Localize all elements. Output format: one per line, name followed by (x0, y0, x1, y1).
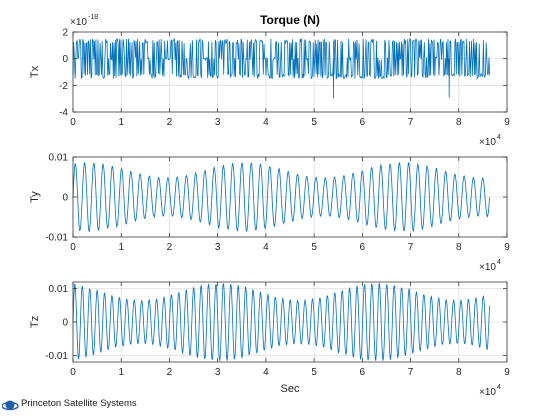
y-tick-label: 2 (62, 28, 68, 39)
x-tick-label: 1 (118, 367, 124, 378)
planet-orbit-icon (2, 400, 19, 411)
x-multiplier-base: ×10 (479, 262, 496, 273)
x-tick-label: 3 (215, 242, 221, 253)
x-tick-label: 8 (456, 242, 462, 253)
x-tick-label: 5 (311, 117, 317, 128)
series-line-tx (72, 37, 491, 99)
x-tick-label: 7 (408, 367, 414, 378)
x-tick-label: 9 (504, 117, 510, 128)
x-multiplier-base: ×10 (479, 137, 496, 148)
y-axis-label: Tx (29, 65, 41, 78)
princeton-logo: Princeton Satellite Systems (2, 395, 162, 417)
series-line-ty (72, 162, 491, 233)
y-tick-label: -2 (59, 81, 68, 92)
axes-box (72, 31, 508, 113)
x-multiplier-exp: 4 (497, 134, 501, 141)
y-tick-label: 0.01 (49, 153, 69, 164)
x-tick-label: 0 (70, 117, 76, 128)
x-tick-label: 0 (70, 367, 76, 378)
y-multiplier-exp: -18 (88, 14, 98, 21)
y-tick-label: -4 (59, 108, 68, 119)
x-tick-label: 3 (215, 367, 221, 378)
y-tick-label: 0.01 (49, 284, 69, 295)
y-tick-label: -0.01 (45, 233, 68, 244)
x-tick-label: 2 (167, 367, 173, 378)
x-tick-label: 9 (504, 242, 510, 253)
x-tick-label: 7 (408, 242, 414, 253)
x-tick-label: 9 (504, 367, 510, 378)
x-multiplier-base: ×10 (479, 387, 496, 398)
x-tick-label: 7 (408, 117, 414, 128)
x-tick-label: 2 (167, 242, 173, 253)
x-axis-label: Sec (281, 383, 300, 395)
y-axis-label: Ty (29, 191, 41, 203)
y-multiplier-base: ×10 (70, 17, 87, 28)
x-tick-label: 6 (360, 117, 366, 128)
x-tick-label: 6 (360, 367, 366, 378)
x-tick-label: 8 (456, 117, 462, 128)
y-tick-label: -0.01 (45, 351, 68, 362)
x-tick-label: 6 (360, 242, 366, 253)
y-tick-label: 0 (62, 318, 68, 329)
x-tick-label: 0 (70, 242, 76, 253)
x-tick-label: 2 (167, 117, 173, 128)
y-tick-label: 0 (62, 54, 68, 65)
logo-text: Princeton Satellite Systems (21, 398, 137, 409)
x-tick-label: 1 (118, 117, 124, 128)
x-tick-label: 1 (118, 242, 124, 253)
y-axis-label: Tz (29, 316, 41, 328)
x-tick-label: 5 (311, 367, 317, 378)
x-tick-label: 5 (311, 242, 317, 253)
y-tick-label: 0 (62, 193, 68, 204)
x-tick-label: 3 (215, 117, 221, 128)
series-line-tz (72, 282, 491, 362)
x-tick-label: 4 (263, 117, 269, 128)
x-tick-label: 8 (456, 367, 462, 378)
chart-title: Torque (N) (260, 13, 320, 27)
x-multiplier-exp: 4 (497, 259, 501, 266)
x-tick-label: 4 (263, 367, 269, 378)
x-tick-label: 4 (263, 242, 269, 253)
x-multiplier-exp: 4 (497, 384, 501, 391)
